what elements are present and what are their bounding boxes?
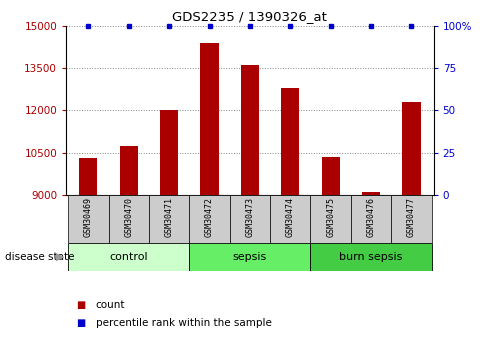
Bar	[68, 195, 109, 243]
Bar	[160, 110, 178, 195]
Text: GSM30470: GSM30470	[124, 197, 133, 237]
Bar	[189, 243, 311, 271]
Bar	[109, 195, 149, 243]
Bar	[391, 195, 432, 243]
Bar	[189, 195, 230, 243]
Bar	[311, 195, 351, 243]
Text: disease state: disease state	[5, 252, 74, 262]
Text: ▶: ▶	[56, 252, 64, 262]
Text: burn sepsis: burn sepsis	[340, 252, 403, 262]
Bar	[351, 195, 391, 243]
Text: control: control	[109, 252, 148, 262]
Text: percentile rank within the sample: percentile rank within the sample	[96, 318, 271, 327]
Text: GSM30477: GSM30477	[407, 197, 416, 237]
Bar	[149, 195, 189, 243]
Bar	[79, 158, 98, 195]
Bar	[241, 65, 259, 195]
Title: GDS2235 / 1390326_at: GDS2235 / 1390326_at	[172, 10, 327, 23]
Bar	[321, 157, 340, 195]
Bar	[362, 192, 380, 195]
Text: ■: ■	[76, 300, 85, 310]
Text: GSM30474: GSM30474	[286, 197, 295, 237]
Text: GSM30473: GSM30473	[245, 197, 254, 237]
Text: GSM30469: GSM30469	[84, 197, 93, 237]
Bar	[120, 146, 138, 195]
Bar	[200, 43, 219, 195]
Bar	[68, 243, 189, 271]
Text: GSM30471: GSM30471	[165, 197, 173, 237]
Text: GSM30476: GSM30476	[367, 197, 375, 237]
Bar	[270, 195, 311, 243]
Text: count: count	[96, 300, 125, 310]
Text: ■: ■	[76, 318, 85, 327]
Bar	[230, 195, 270, 243]
Bar	[311, 243, 432, 271]
Bar	[281, 88, 299, 195]
Text: GSM30472: GSM30472	[205, 197, 214, 237]
Text: GSM30475: GSM30475	[326, 197, 335, 237]
Text: sepsis: sepsis	[233, 252, 267, 262]
Bar	[402, 102, 420, 195]
